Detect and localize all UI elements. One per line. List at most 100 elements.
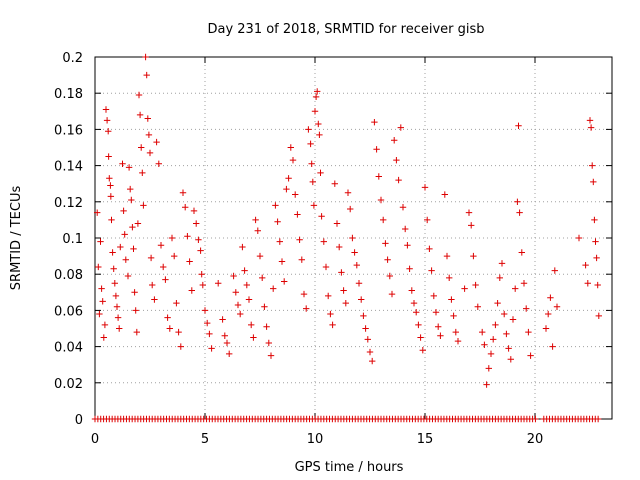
data-point [188,287,195,294]
data-point [145,131,153,139]
y-tick-label: 0.12 [54,196,83,211]
data-point [353,261,360,269]
data-point [107,193,115,200]
data-point [437,332,444,339]
data-point [300,290,308,298]
x-tick-label: 0 [91,432,99,447]
data-point [586,117,594,124]
data-point [320,238,327,245]
data-point [237,310,244,318]
data-point [465,209,473,216]
data-point [347,205,354,213]
data-point [193,220,200,227]
data-point [254,227,261,234]
data-point [171,252,178,260]
data-point [128,196,135,204]
data-point [421,184,429,191]
data-point [230,272,237,280]
y-tick-label: 0.2 [62,51,83,66]
data-point [549,343,556,350]
data-point [110,265,117,272]
data-point [121,231,128,238]
data-point [155,160,162,167]
data-point [99,298,106,305]
data-point [327,310,334,318]
data-point [303,305,310,312]
data-point [518,249,525,256]
data-point [375,173,382,180]
data-point [173,299,180,307]
data-point [384,256,391,263]
data-point [589,162,596,169]
data-point [98,285,105,292]
data-point [241,267,248,274]
chart-title: Day 231 of 2018, SRMTID for receiver gis… [207,22,484,37]
data-point [595,312,602,320]
data-point [168,234,176,242]
x-tick-label: 5 [201,432,209,447]
data-point [101,321,109,329]
data-point [404,242,411,249]
data-point [329,321,336,329]
data-point [221,332,228,339]
data-point [94,209,101,216]
zero-data-point [594,415,602,423]
data-point [487,350,495,358]
data-point [366,348,374,356]
data-point [523,305,530,312]
data-point [525,328,532,336]
data-point [402,225,409,233]
data-point [130,245,137,253]
data-point [97,238,104,245]
data-point [360,312,367,320]
x-tick-label: 10 [307,432,324,447]
data-point [109,249,116,256]
data-point [470,252,477,260]
y-tick-label: 0.14 [54,160,83,175]
data-point [96,310,103,318]
y-tick-label: 0.02 [54,377,83,392]
data-point [382,240,389,247]
y-tick-label: 0.1 [62,232,83,247]
data-point [129,223,136,231]
data-point [106,175,113,182]
data-point [201,307,209,314]
grid-lines [95,57,612,419]
data-point [250,334,257,341]
data-point [133,328,140,336]
data-point [358,296,365,303]
data-point [267,352,275,359]
data-point [206,330,213,338]
data-point [450,312,457,320]
data-point [175,328,182,336]
data-point [377,196,385,204]
data-point [514,198,521,205]
data-point [461,285,468,292]
data-point [132,307,139,314]
data-point [274,218,281,225]
data-point [119,160,126,167]
data-point [485,365,492,372]
data-point [245,296,253,303]
data-point [139,169,146,177]
data-point [252,216,259,224]
data-point [454,337,462,345]
data-point [309,178,316,186]
data-point [428,267,435,274]
data-point [481,341,488,348]
data-point [125,164,133,171]
data-point [311,108,319,115]
data-point [507,356,514,363]
data-point [307,140,314,148]
data-point [142,53,149,61]
data-point [430,292,437,300]
data-point [144,115,151,122]
data-point [164,314,171,321]
x-tick-label: 20 [527,432,544,447]
data-point [443,252,451,260]
data-point [340,287,347,294]
data-point [315,120,322,128]
data-point [551,267,558,274]
data-point [371,118,378,126]
